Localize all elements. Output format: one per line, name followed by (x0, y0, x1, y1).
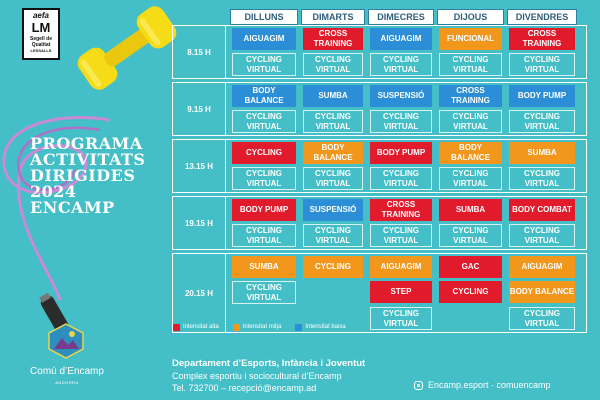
title-line: PROGRAMA (30, 134, 143, 153)
comu-encamp-logo-icon (48, 323, 84, 359)
activity-block: CROSS TRAINING (439, 85, 502, 107)
activity-block: CYCLING (439, 281, 502, 303)
page-title: PROGRAMA ACTIVITATS DIRIGIDES 2024 ENCAM… (30, 136, 180, 216)
time-label: 13.15 H (172, 139, 226, 193)
activity-virtual: CYCLING VIRTUAL (303, 110, 363, 133)
time-label: 19.15 H (172, 196, 226, 250)
activity-virtual: CYCLING VIRTUAL (303, 167, 363, 190)
legend-swatch (173, 323, 180, 331)
org-name: Comú d’Encamp (30, 366, 104, 377)
activity-block: FUNCIONAL (439, 28, 502, 50)
social-text: Encamp.esport · comuencamp (428, 380, 551, 390)
activity-virtual: CYCLING VIRTUAL (509, 110, 575, 133)
activity-virtual: CYCLING VIRTUAL (232, 224, 296, 247)
activity-block: CROSS TRAINING (303, 28, 363, 50)
activity-block: SUMBA (232, 256, 296, 278)
activity-virtual: CYCLING VIRTUAL (509, 53, 575, 76)
org-country: ANDORRA (55, 380, 79, 385)
activity-block: AIGUAGIM (370, 28, 432, 50)
social-handles: Encamp.esport · comuencamp (414, 380, 551, 390)
activity-virtual: CYCLING VIRTUAL (370, 224, 432, 247)
department-name: Departament d’Esports, Infància i Jovent… (172, 358, 366, 369)
activity-block: CROSS TRAINING (370, 199, 432, 221)
legend-swatch (232, 323, 240, 331)
activity-virtual: CYCLING VIRTUAL (370, 53, 432, 76)
day-header: DIMECRES (368, 9, 434, 25)
badge-line2: LM (31, 20, 51, 35)
activity-block: BODY BALANCE (509, 281, 575, 303)
time-label: 20.15 H (172, 253, 226, 333)
activity-virtual: CYCLING VIRTUAL (509, 307, 575, 330)
activity-block: CYCLING (303, 256, 363, 278)
title-line: 2024 (30, 182, 77, 201)
activity-virtual: CYCLING VIRTUAL (439, 167, 502, 190)
legend-label: Intensitat baixa (305, 324, 346, 330)
activity-block: SUSPENSIÓ (370, 85, 432, 107)
activity-virtual: CYCLING VIRTUAL (232, 110, 296, 133)
title-line: ENCAMP (30, 198, 115, 217)
activity-block: AIGUAGIM (370, 256, 432, 278)
activity-virtual: CYCLING VIRTUAL (370, 167, 432, 190)
activity-block: SUMBA (439, 199, 502, 221)
title-line: ACTIVITATS (30, 150, 146, 169)
activity-virtual: CYCLING VIRTUAL (439, 110, 502, 133)
activity-block: STEP (370, 281, 432, 303)
activity-virtual: CYCLING VIRTUAL (509, 224, 575, 247)
activity-block: BODY BALANCE (439, 142, 502, 164)
badge-line1: aefa (32, 11, 49, 20)
activity-virtual: CYCLING VIRTUAL (303, 224, 363, 247)
legend-item-low: Intensitat baixa (295, 323, 346, 331)
legend-label: Intensitat mitja (242, 324, 282, 330)
day-header: DIMARTS (301, 9, 365, 25)
activity-virtual: CYCLING VIRTUAL (509, 167, 575, 190)
activity-block: AIGUAGIM (232, 28, 296, 50)
activity-virtual: CYCLING VIRTUAL (370, 307, 432, 330)
activity-block: CYCLING (232, 142, 296, 164)
activity-virtual: CYCLING VIRTUAL (232, 167, 296, 190)
contact-info: Tel. 732700 – recepció@encamp.ad (172, 383, 317, 393)
intensity-legend: Intensitat alta Intensitat mitja Intensi… (173, 322, 360, 332)
activity-block: BODY BALANCE (303, 142, 363, 164)
legend-label: Intensitat alta (183, 324, 219, 330)
activity-block: CROSS TRAINING (509, 28, 575, 50)
legend-item-high: Intensitat alta (173, 323, 219, 331)
title-line: DIRIGIDES (30, 166, 136, 185)
activity-block: AIGUAGIM (509, 256, 575, 278)
legend-swatch (295, 323, 303, 331)
quality-seal-badge: aefa LM Segell de Qualitat LESSALLS (22, 8, 60, 60)
time-label: 8.15 H (172, 25, 226, 79)
activity-virtual: CYCLING VIRTUAL (303, 53, 363, 76)
activity-block: BODY PUMP (232, 199, 296, 221)
legend-item-mid: Intensitat mitja (232, 323, 282, 331)
day-header: DILLUNS (230, 9, 298, 25)
activity-block: SUMBA (509, 142, 575, 164)
activity-block: GAC (439, 256, 502, 278)
badge-line3: Segell de Qualitat (30, 36, 52, 48)
activity-block: BODY PUMP (509, 85, 575, 107)
activity-virtual: CYCLING VIRTUAL (439, 224, 502, 247)
activity-virtual: CYCLING VIRTUAL (439, 53, 502, 76)
activity-virtual: CYCLING VIRTUAL (232, 53, 296, 76)
activity-block: SUSPENSIÓ (303, 199, 363, 221)
activity-virtual: CYCLING VIRTUAL (232, 281, 296, 304)
activity-virtual: CYCLING VIRTUAL (370, 110, 432, 133)
activity-block: BODY BALANCE (232, 85, 296, 107)
activity-block: BODY PUMP (370, 142, 432, 164)
badge-line4: LESSALLS (30, 48, 52, 53)
day-header: DIVENDRES (507, 9, 577, 25)
day-header: DIJOUS (437, 9, 504, 25)
instagram-icon (414, 380, 423, 390)
dumbbell-icon (77, 6, 177, 90)
time-label: 9.15 H (172, 82, 226, 136)
complex-name: Complex esportiu i sociocultural d’Encam… (172, 371, 342, 381)
activity-block: BODY COMBAT (509, 199, 575, 221)
activity-block: SUMBA (303, 85, 363, 107)
